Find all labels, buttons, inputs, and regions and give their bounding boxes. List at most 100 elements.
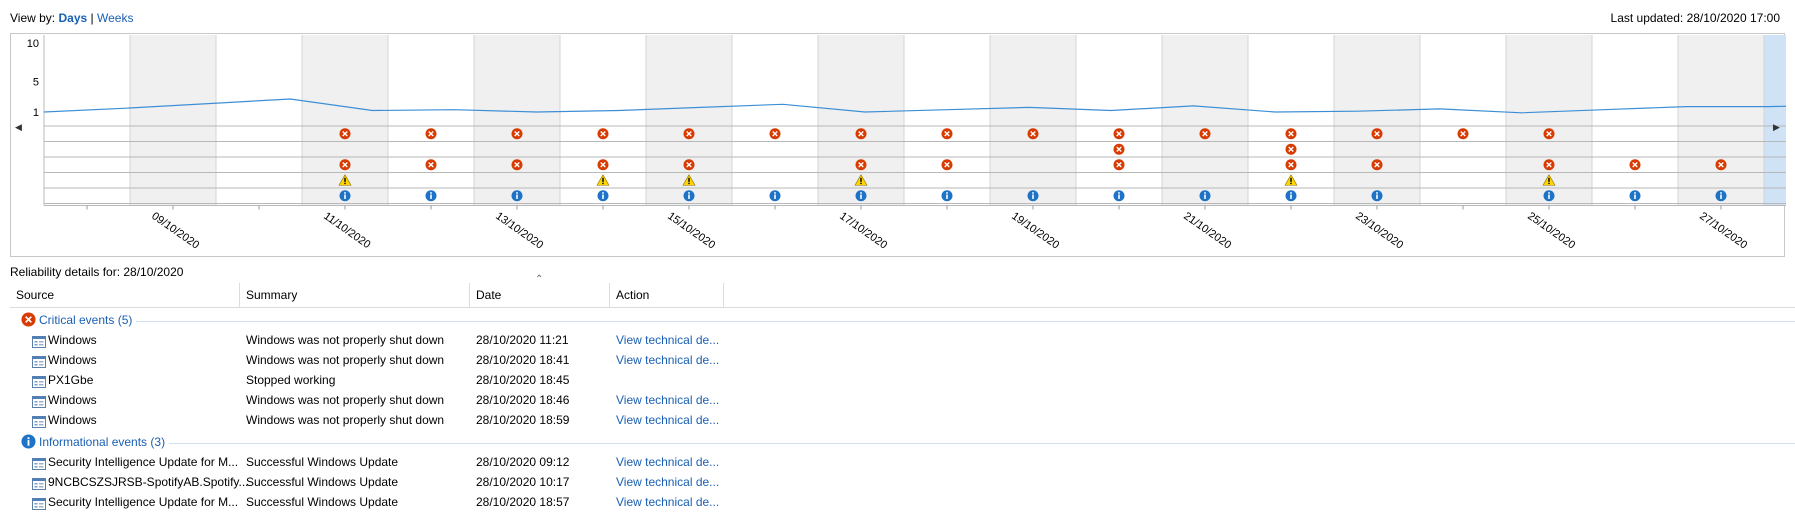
view-technical-details-link[interactable]: View technical de...: [616, 413, 720, 427]
critical-event-icon[interactable]: [1543, 128, 1555, 140]
column-source[interactable]: Source: [10, 283, 240, 307]
critical-event-icon[interactable]: [769, 128, 781, 140]
row-summary: Successful Windows Update: [246, 495, 399, 509]
table-row[interactable]: Windows Windows was not properly shut dow…: [10, 350, 1795, 370]
info-event-icon[interactable]: [1199, 190, 1211, 202]
row-summary: Windows was not properly shut down: [246, 333, 445, 347]
warning-event-icon[interactable]: [1542, 174, 1556, 186]
reliability-chart[interactable]: 10 5 1 09/10/2020 11/10/2020 13/10/2020 15/10/…: [10, 33, 1786, 257]
critical-event-icon[interactable]: [1113, 143, 1125, 155]
critical-event-icon[interactable]: [855, 159, 867, 171]
day-column[interactable]: [990, 35, 1076, 206]
critical-event-icon[interactable]: [941, 159, 953, 171]
row-summary: Windows was not properly shut down: [246, 413, 445, 427]
info-event-icon[interactable]: [1715, 190, 1727, 202]
critical-event-icon[interactable]: [1457, 128, 1469, 140]
critical-event-icon[interactable]: [1715, 159, 1727, 171]
day-column[interactable]: [1592, 35, 1678, 206]
table-row[interactable]: Windows Windows was not properly shut dow…: [10, 390, 1795, 410]
critical-event-icon[interactable]: [1629, 159, 1641, 171]
critical-event-icon[interactable]: [683, 159, 695, 171]
critical-event-icon[interactable]: [597, 159, 609, 171]
critical-event-icon[interactable]: [425, 128, 437, 140]
day-column[interactable]: [904, 35, 990, 206]
view-technical-details-link[interactable]: View technical de...: [616, 393, 720, 407]
day-column[interactable]: [474, 35, 560, 206]
day-column[interactable]: [130, 35, 216, 206]
critical-event-icon[interactable]: [425, 159, 437, 171]
critical-event-icon[interactable]: [1285, 143, 1297, 155]
table-row[interactable]: Windows Windows was not properly shut dow…: [10, 330, 1795, 350]
view-technical-details-link[interactable]: View technical de...: [616, 333, 720, 347]
column-action[interactable]: Action: [610, 283, 724, 307]
info-event-icon[interactable]: [511, 190, 523, 202]
info-event-icon[interactable]: [1543, 190, 1555, 202]
info-event-icon[interactable]: [855, 190, 867, 202]
info-event-icon[interactable]: [941, 190, 953, 202]
info-event-icon[interactable]: [1285, 190, 1297, 202]
warning-event-icon[interactable]: [682, 174, 696, 186]
info-event-icon[interactable]: [1113, 190, 1125, 202]
table-row[interactable]: 9NCBCSZSJRSB-SpotifyAB.Spotify... Success…: [10, 472, 1795, 492]
group-critical-events[interactable]: Critical events (5): [10, 310, 1795, 330]
info-event-icon[interactable]: [339, 190, 351, 202]
critical-event-icon[interactable]: [1113, 128, 1125, 140]
group-label[interactable]: Informational events (3): [39, 435, 166, 449]
warning-event-icon[interactable]: [338, 174, 352, 186]
top-bar: View by: Days | Weeks Last updated: 28/1…: [10, 11, 1780, 27]
critical-event-icon[interactable]: [1199, 128, 1211, 140]
info-event-icon[interactable]: [1027, 190, 1039, 202]
critical-event-icon[interactable]: [1027, 128, 1039, 140]
critical-event-icon[interactable]: [941, 128, 953, 140]
info-event-icon[interactable]: [769, 190, 781, 202]
critical-event-icon[interactable]: [511, 159, 523, 171]
day-column[interactable]: [1764, 35, 1786, 206]
view-technical-details-link[interactable]: View technical de...: [616, 475, 720, 489]
view-technical-details-link[interactable]: View technical de...: [616, 455, 720, 469]
table-row[interactable]: Security Intelligence Update for M... Suc…: [10, 452, 1795, 472]
critical-event-icon[interactable]: [339, 128, 351, 140]
day-column[interactable]: [388, 35, 474, 206]
table-row[interactable]: Windows Windows was not properly shut dow…: [10, 410, 1795, 430]
day-column[interactable]: [1420, 35, 1506, 206]
warning-event-icon[interactable]: [596, 174, 610, 186]
critical-event-icon[interactable]: [1113, 159, 1125, 171]
group-label[interactable]: Critical events (5): [39, 313, 133, 327]
critical-event-icon[interactable]: [1285, 128, 1297, 140]
critical-event-icon[interactable]: [1371, 159, 1383, 171]
critical-event-icon[interactable]: [339, 159, 351, 171]
critical-event-icon[interactable]: [511, 128, 523, 140]
view-by-weeks-link[interactable]: Weeks: [96, 11, 134, 25]
critical-event-icon[interactable]: [1285, 159, 1297, 171]
info-event-icon[interactable]: [1629, 190, 1641, 202]
info-event-icon[interactable]: [683, 190, 695, 202]
table-row[interactable]: PX1Gbe Stopped working 28/10/2020 18:45: [10, 370, 1795, 390]
scroll-left-arrow[interactable]: ◀: [15, 122, 22, 132]
warning-event-icon[interactable]: [1284, 174, 1298, 186]
view-by-days-link[interactable]: Days: [58, 11, 88, 25]
day-column[interactable]: [732, 35, 818, 206]
day-column[interactable]: [216, 35, 302, 206]
critical-event-icon[interactable]: [1543, 159, 1555, 171]
critical-event-icon[interactable]: [1371, 128, 1383, 140]
view-technical-details-link[interactable]: View technical de...: [616, 353, 720, 367]
warning-event-icon[interactable]: [854, 174, 868, 186]
info-event-icon[interactable]: [597, 190, 609, 202]
info-event-icon[interactable]: [1371, 190, 1383, 202]
day-column[interactable]: [1678, 35, 1764, 206]
group-informational-events[interactable]: Informational events (3): [10, 432, 1795, 452]
day-column[interactable]: [1334, 35, 1420, 206]
critical-event-icon[interactable]: [855, 128, 867, 140]
day-column[interactable]: [1162, 35, 1248, 206]
critical-event-icon[interactable]: [597, 128, 609, 140]
row-date: 28/10/2020 09:12: [476, 455, 570, 469]
column-date[interactable]: Date: [470, 283, 610, 307]
day-column[interactable]: [1076, 35, 1162, 206]
scroll-right-arrow[interactable]: ▶: [1773, 122, 1780, 132]
critical-event-icon[interactable]: [683, 128, 695, 140]
info-event-icon[interactable]: [425, 190, 437, 202]
day-column[interactable]: [44, 35, 130, 206]
view-technical-details-link[interactable]: View technical de...: [616, 495, 720, 509]
column-summary[interactable]: Summary: [240, 283, 470, 307]
table-row[interactable]: Security Intelligence Update for M... Suc…: [10, 492, 1795, 512]
